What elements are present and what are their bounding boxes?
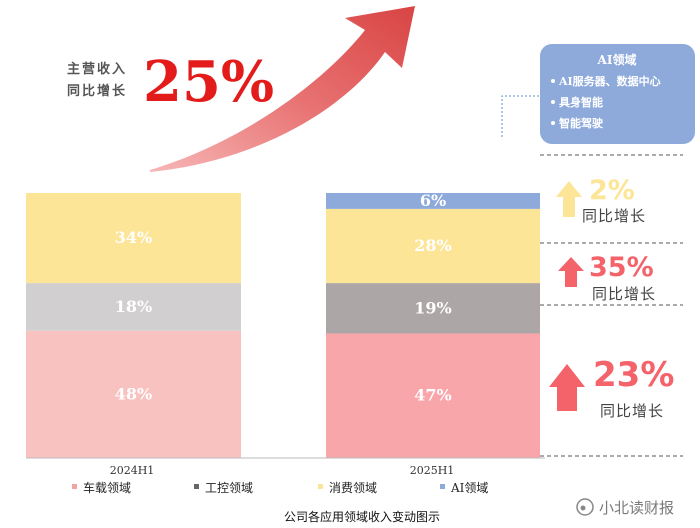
chart-caption: 公司各应用领域收入变动图示 [284,509,440,524]
legend-swatch-industrial [194,484,199,489]
growth-label-automotive: 同比增长 [600,402,664,420]
bar-value-label-automotive-2024h1: 48% [115,384,152,403]
bar-value-label-industrial-2024h1: 18% [115,297,152,316]
bar-value-label-industrial-2025h1: 19% [414,298,451,317]
legend-label-automotive: 车载领域 [83,480,131,495]
legend-swatch-consumer [318,484,323,489]
bar-segment-consumer-2024h1 [26,193,241,284]
segment-guide-lines [540,154,683,457]
growth-value-automotive: 23% [593,355,674,395]
bar-segment-consumer-2025h1 [326,208,540,284]
growth-arrow-icon [150,6,415,172]
ai-callout-bullet [551,121,555,125]
arrow-up-icon-consumer [556,181,582,217]
legend-label-ai: AI领域 [450,481,488,495]
watermark: 小北读财报 [576,498,674,517]
legend-swatch-ai [440,484,445,489]
ai-callout-bullet [551,100,555,104]
ai-callout-item-2: 具身智能 [559,95,603,109]
watermark-text: 小北读财报 [599,499,674,517]
x-tick-2024h1: 2024H1 [110,464,155,477]
weibo-icon-dot [580,505,586,511]
arrow-up-icon-industrial [558,257,584,287]
bar-value-label-consumer-2024h1: 34% [115,228,152,247]
bar-stacks: 48% 18% 34% 47% 19% 28% 6% [26,191,540,458]
bar-segment-automotive-2024h1 [26,330,241,458]
ai-callout-bullet [551,79,555,83]
headline-label-line2: 同比增长 [67,83,127,99]
x-tick-2025h1: 2025H1 [410,464,455,477]
bar-value-label-ai-2025h1: 6% [420,191,446,210]
ai-callout-item-3: 智能驾驶 [559,116,604,130]
ai-callout-box [540,44,695,144]
weibo-icon [576,498,594,516]
legend-label-industrial: 工控领域 [205,481,253,495]
bar-value-label-consumer-2025h1: 28% [414,236,451,255]
ai-callout-title: AI领域 [597,52,637,67]
growth-value-industrial: 35% [589,252,654,283]
legend-swatch-automotive [72,484,77,489]
bar-segment-industrial-2025h1 [326,283,540,334]
ai-callout-item-1: AI服务器、数据中心 [558,74,661,88]
bar-segment-industrial-2024h1 [26,283,241,331]
headline-value: 25% [143,49,274,115]
legend: 车载领域 工控领域 消费领域 AI领域 [72,480,488,495]
bar-segment-automotive-2025h1 [326,333,540,458]
bar-value-label-automotive-2025h1: 47% [414,386,451,405]
growth-label-industrial: 同比增长 [592,285,656,303]
growth-label-consumer: 同比增长 [582,207,646,225]
arrow-up-icon-automotive [549,364,585,411]
headline-label-line1: 主营收入 [67,61,127,77]
legend-label-consumer: 消费领域 [329,481,377,495]
growth-value-consumer: 2% [589,175,635,206]
ai-callout-connector [501,95,541,137]
bar-segment-ai-2025h1 [326,193,540,209]
